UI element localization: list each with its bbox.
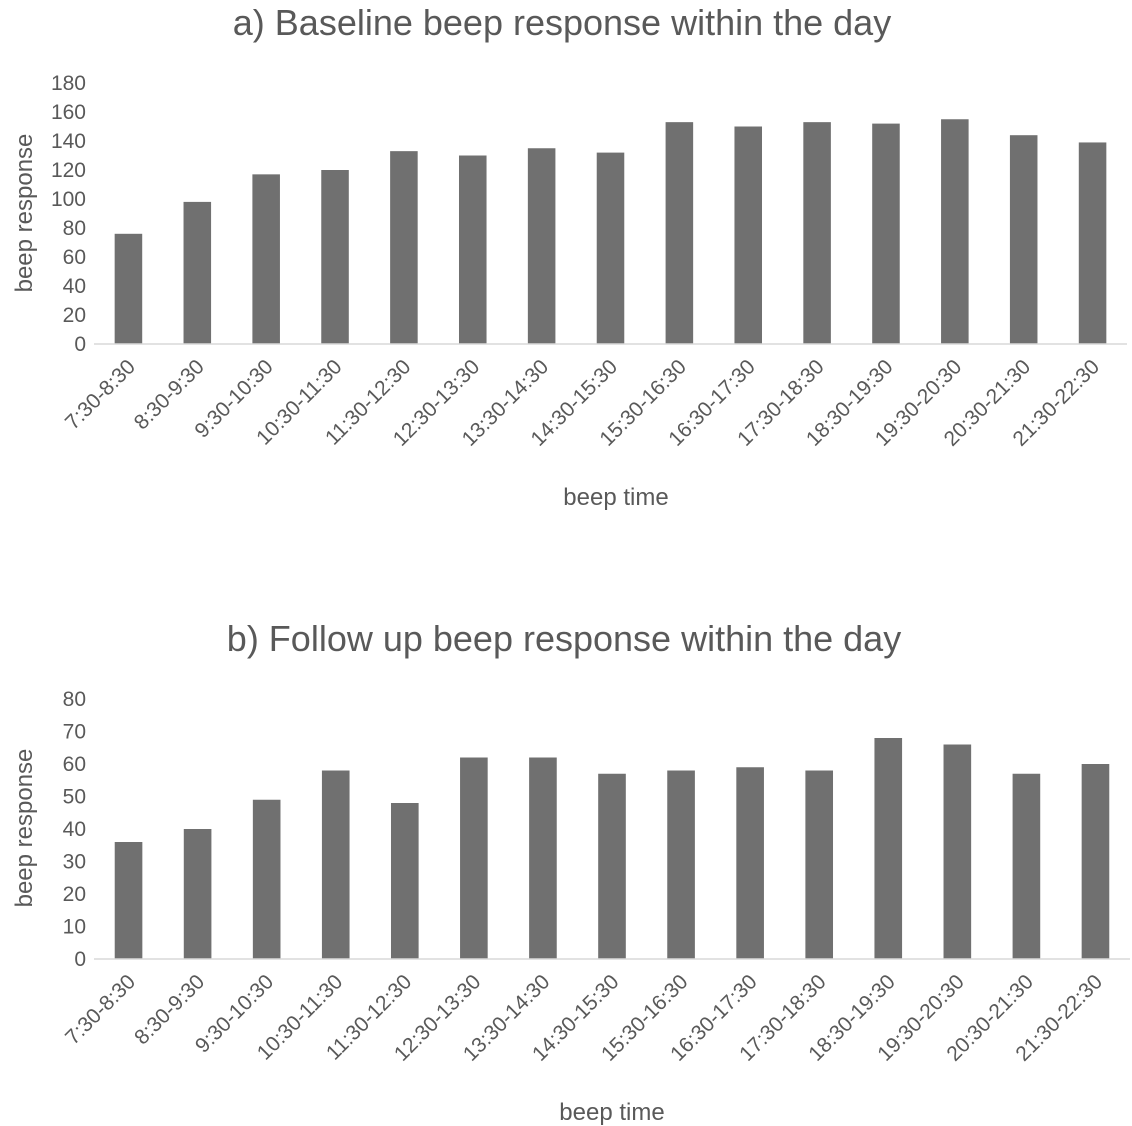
bar — [114, 842, 143, 959]
bar — [252, 174, 280, 344]
bar — [321, 170, 349, 344]
chart-title: a) Baseline beep response within the day — [233, 2, 891, 43]
plot-area: 010203040506070807:30-8:308:30-9:309:30-… — [61, 688, 1130, 1066]
chart-a-baseline: a) Baseline beep response within the day… — [11, 2, 1127, 511]
y-tick-label: 60 — [63, 753, 86, 776]
bar — [114, 233, 143, 344]
bar — [943, 744, 972, 959]
bar — [183, 829, 212, 959]
bar — [458, 155, 487, 344]
bar — [529, 757, 557, 959]
bar — [734, 126, 763, 344]
bar — [1078, 142, 1107, 344]
y-tick-label: 120 — [51, 159, 86, 182]
y-tick-label: 40 — [63, 818, 86, 841]
y-tick-label: 20 — [63, 304, 86, 327]
y-tick-label: 140 — [51, 130, 86, 153]
bar — [527, 148, 556, 344]
x-axis-label: beep time — [559, 1099, 664, 1126]
y-tick-label: 40 — [63, 275, 86, 298]
y-tick-label: 60 — [63, 246, 86, 269]
y-tick-label: 160 — [51, 101, 86, 124]
bar — [803, 122, 831, 345]
x-tick-label: 7:30-8:30 — [61, 355, 140, 434]
bar — [665, 122, 694, 345]
bar — [941, 119, 969, 344]
bar — [1009, 135, 1038, 344]
y-tick-label: 100 — [51, 188, 86, 211]
plot-area: 0204060801001201401601807:30-8:308:30-9:… — [51, 72, 1127, 451]
bar — [667, 770, 695, 959]
x-tick-label: 7:30-8:30 — [61, 970, 140, 1049]
y-tick-label: 80 — [63, 688, 86, 711]
bar — [872, 123, 900, 344]
y-tick-label: 50 — [63, 786, 86, 809]
bar — [390, 151, 418, 344]
bar — [598, 773, 626, 959]
bar — [252, 799, 281, 959]
y-axis-label: beep response — [11, 134, 38, 293]
chart-b-follow-up: b) Follow up beep response within the da… — [11, 618, 1130, 1126]
y-tick-label: 20 — [63, 883, 86, 906]
y-tick-label: 10 — [63, 916, 86, 939]
y-tick-label: 180 — [51, 72, 86, 95]
bar — [596, 152, 625, 344]
y-tick-label: 80 — [63, 217, 86, 240]
bar — [460, 757, 488, 959]
y-tick-label: 30 — [63, 851, 86, 874]
bar — [1081, 764, 1110, 959]
bar — [390, 803, 419, 959]
bar — [736, 767, 764, 959]
bar — [805, 770, 834, 959]
y-axis-label: beep response — [11, 749, 38, 908]
bar — [183, 201, 212, 344]
y-tick-label: 0 — [74, 948, 86, 971]
bar — [1012, 773, 1041, 959]
bar — [874, 738, 903, 959]
x-axis-label: beep time — [563, 484, 668, 511]
chart-title: b) Follow up beep response within the da… — [227, 618, 901, 659]
y-tick-label: 0 — [74, 333, 86, 356]
bar — [321, 770, 350, 959]
y-tick-label: 70 — [63, 721, 86, 744]
